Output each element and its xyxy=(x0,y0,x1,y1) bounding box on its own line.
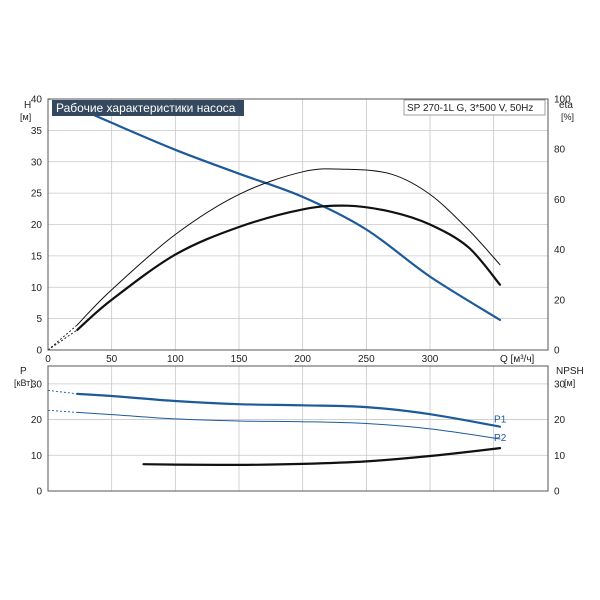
x-tick-label: 250 xyxy=(358,354,375,365)
top-left-tick-label: 20 xyxy=(31,220,43,231)
top-left-tick-label: 5 xyxy=(36,314,42,325)
top-right-tick-label: 40 xyxy=(554,245,566,256)
bottom-left-tick-label: 20 xyxy=(31,415,43,426)
bottom-left-tick-label: 30 xyxy=(31,379,43,390)
bottom-chart-frame xyxy=(47,365,549,492)
bottom-left-axis-unit: [кВт] xyxy=(14,378,33,388)
top-left-tick-label: 0 xyxy=(36,346,42,357)
bottom-series-2-line xyxy=(142,447,502,467)
bottom-right-tick-label: 0 xyxy=(554,487,560,498)
top-series-1-line xyxy=(76,168,501,326)
bottom-series-1-lead xyxy=(47,409,78,413)
x-tick-label: 300 xyxy=(422,354,439,365)
top-chart-frame xyxy=(47,98,549,351)
x-tick-label: 100 xyxy=(167,354,184,365)
series-label-p2: P2 xyxy=(494,433,507,444)
top-left-tick-label: 10 xyxy=(31,283,43,294)
pump-spec: SP 270-1L G, 3*500 V, 50Hz xyxy=(407,103,533,114)
top-right-axis-label: eta xyxy=(559,100,573,111)
x-tick-label: 200 xyxy=(294,354,311,365)
top-right-axis-unit: [%] xyxy=(561,112,574,122)
top-chart-series xyxy=(47,98,502,351)
top-right-tick-label: 100 xyxy=(554,95,571,106)
x-tick-label: 0 xyxy=(45,354,51,365)
bottom-left-axis-label: P xyxy=(20,366,27,377)
top-left-tick-label: 40 xyxy=(31,95,43,106)
bottom-series-0-lead xyxy=(47,389,78,395)
title-box xyxy=(52,100,244,116)
bottom-left-tick-label: 0 xyxy=(36,487,42,498)
top-left-axis-label: H xyxy=(24,100,31,111)
x-tick-label: 50 xyxy=(106,354,118,365)
top-right-tick-label: 20 xyxy=(554,295,566,306)
bottom-chart-series: P1 P2 xyxy=(47,389,507,467)
top-series-0-line xyxy=(76,106,502,321)
top-left-tick-label: 15 xyxy=(31,251,43,262)
x-axis-label: Q [м³/ч] xyxy=(500,354,535,365)
top-series-1-lead xyxy=(47,324,78,351)
x-tick-label: 150 xyxy=(231,354,248,365)
top-left-tick-label: 35 xyxy=(31,126,43,137)
top-chart-ticks: 0 50 100 150 200 250 300 0 5 10 15 20 25 30 35 40 0 20 40 6… xyxy=(31,95,571,366)
bottom-series-1-line xyxy=(76,411,501,440)
top-left-axis-unit: [м] xyxy=(20,112,31,122)
bottom-right-axis-label: NPSH xyxy=(556,366,584,377)
top-right-tick-label: 80 xyxy=(554,145,566,156)
bottom-right-tick-label: 20 xyxy=(554,415,566,426)
bottom-chart-ticks: 0 10 20 30 0 10 20 30 xyxy=(31,379,566,497)
bottom-right-axis-unit: [м] xyxy=(564,378,575,388)
top-left-tick-label: 30 xyxy=(31,157,43,168)
top-series-2-line xyxy=(76,204,502,331)
bottom-left-tick-label: 10 xyxy=(31,451,43,462)
chart-title: Рабочие характеристики насоса xyxy=(56,101,236,115)
bottom-right-tick-label: 10 xyxy=(554,451,566,462)
bottom-right-tick-label: 30 xyxy=(554,379,566,390)
top-left-tick-label: 25 xyxy=(31,189,43,200)
top-right-tick-label: 0 xyxy=(554,346,560,357)
bottom-series-0-line xyxy=(76,392,502,428)
top-series-2-lead xyxy=(47,329,78,351)
spec-box xyxy=(403,99,546,116)
series-label-p1: P1 xyxy=(494,415,507,426)
top-right-tick-label: 60 xyxy=(554,195,566,206)
